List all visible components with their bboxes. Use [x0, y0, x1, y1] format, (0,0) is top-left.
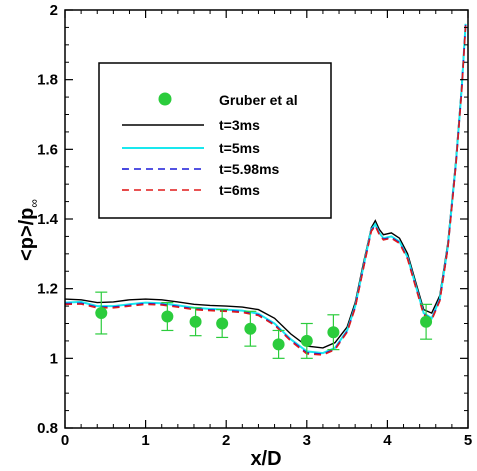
x-tick-label: 3: [303, 432, 311, 449]
legend-label-1: t=3ms: [219, 117, 260, 133]
legend-marker-experiment: [158, 92, 172, 106]
experiment-layer: [95, 291, 433, 359]
data-point: [95, 307, 108, 320]
legend-label-2: t=5ms: [219, 140, 260, 156]
y-tick-label: 1: [50, 350, 58, 367]
data-point: [189, 315, 202, 328]
y-tick-label: 1.6: [37, 141, 58, 158]
y-axis-title-main: <p>/p: [16, 208, 38, 261]
curves-layer: [64, 23, 467, 356]
x-axis-title: x/D: [250, 448, 281, 470]
legend-label-experiment: Gruber et al: [219, 92, 298, 108]
y-axis-title-sub: ∞: [27, 199, 41, 208]
legend-label-4: t=6ms: [219, 182, 260, 198]
x-tick-label: 0: [61, 432, 69, 449]
y-tick-label: 1.4: [37, 211, 59, 228]
data-point: [216, 317, 229, 330]
data-point: [244, 322, 257, 335]
y-tick-label: 1.8: [37, 72, 58, 89]
x-tick-label: 4: [383, 432, 392, 449]
data-point: [161, 310, 174, 323]
ticks-layer: 0 1 2 3 4 5 0.8 1 1.2 1.4 1.6 1.8 2: [37, 2, 472, 449]
y-tick-label: 1.2: [37, 281, 58, 298]
legend-box: [98, 62, 332, 219]
legend-label-3: t=5.98ms: [219, 161, 280, 177]
data-point: [327, 326, 340, 339]
y-axis-title: <p>/p∞: [16, 199, 41, 261]
y-tick-label: 2: [50, 2, 58, 19]
data-point: [300, 334, 313, 347]
series-line-4: [64, 25, 467, 356]
data-point: [272, 338, 285, 351]
legend: Gruber et al t=3ms t=5ms t=5.98ms t=6ms: [98, 62, 332, 219]
x-tick-label: 1: [141, 432, 149, 449]
x-tick-label: 2: [222, 432, 230, 449]
y-tick-label: 0.8: [37, 420, 58, 437]
data-point: [420, 315, 433, 328]
x-tick-label: 5: [464, 432, 472, 449]
series-line-1: [64, 23, 467, 349]
series-line-2: [64, 23, 467, 355]
